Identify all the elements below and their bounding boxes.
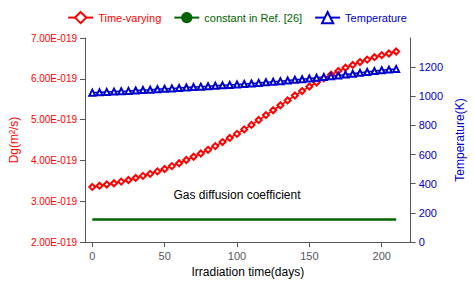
svg-text:2.00E-019: 2.00E-019	[31, 237, 78, 248]
svg-text:Dg(m²/s): Dg(m²/s)	[7, 117, 21, 164]
svg-text:4.00E-019: 4.00E-019	[31, 155, 78, 166]
svg-text:0: 0	[419, 236, 425, 248]
svg-text:1000: 1000	[419, 90, 443, 102]
svg-text:50: 50	[159, 250, 171, 262]
svg-text:200: 200	[373, 250, 391, 262]
svg-text:Time-varying: Time-varying	[98, 12, 161, 24]
svg-text:600: 600	[419, 149, 437, 161]
svg-text:6.00E-019: 6.00E-019	[31, 73, 78, 84]
svg-text:Irradiation time(days): Irradiation time(days)	[191, 265, 304, 279]
svg-text:Gas diffusion coefficient: Gas diffusion coefficient	[174, 188, 302, 202]
svg-text:200: 200	[419, 207, 437, 219]
svg-text:100: 100	[228, 250, 246, 262]
svg-text:800: 800	[419, 119, 437, 131]
svg-text:Temperature(K): Temperature(K)	[453, 98, 467, 181]
svg-text:3.00E-019: 3.00E-019	[31, 196, 78, 207]
svg-text:150: 150	[300, 250, 318, 262]
svg-text:constant in Ref. [26]: constant in Ref. [26]	[204, 12, 302, 24]
svg-text:Temperature: Temperature	[345, 12, 407, 24]
svg-text:0: 0	[89, 250, 95, 262]
svg-text:1200: 1200	[419, 61, 443, 73]
svg-text:400: 400	[419, 178, 437, 190]
svg-text:5.00E-019: 5.00E-019	[31, 114, 78, 125]
svg-text:7.00E-019: 7.00E-019	[31, 33, 78, 44]
